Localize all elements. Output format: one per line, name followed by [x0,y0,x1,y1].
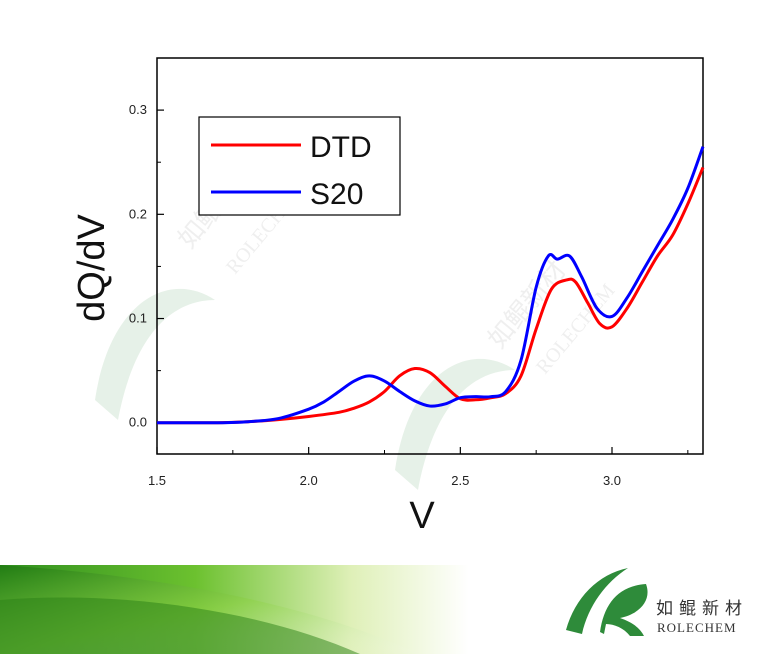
series-line-dtd [156,166,705,425]
rolechem-logo-icon [566,568,648,636]
x-axis: 1.5 2.0 2.5 3.0 [148,447,689,488]
brand-name-cn: 如鲲新材 [656,599,748,618]
series-group [156,146,705,425]
legend: DTD S20 [198,116,401,216]
legend-label-s20: S20 [310,178,363,211]
banner-swoosh-2 [0,597,360,654]
x-tick-label: 3.0 [603,473,621,488]
x-tick-label: 2.5 [451,473,469,488]
legend-box [198,116,401,216]
x-tick-label: 1.5 [148,473,166,488]
x-axis-label: V [409,495,435,537]
y-tick-label: 0.1 [129,311,147,326]
x-tick-label: 2.0 [300,473,318,488]
watermark-logo-left [95,288,215,420]
y-axis-label: dQ/dV [71,213,113,321]
footer-banner [0,565,781,654]
plot-frame [156,57,704,455]
watermark-logo-mid [395,358,515,490]
y-tick-label: 0.2 [129,206,147,221]
brand-name-en: ROLECHEM [657,620,737,635]
y-axis: 0.0 0.1 0.2 0.3 [129,57,164,430]
y-tick-label: 0.3 [129,102,147,117]
y-tick-label: 0.0 [129,415,147,430]
legend-label-dtd: DTD [310,131,372,164]
series-line-s20 [156,146,705,425]
